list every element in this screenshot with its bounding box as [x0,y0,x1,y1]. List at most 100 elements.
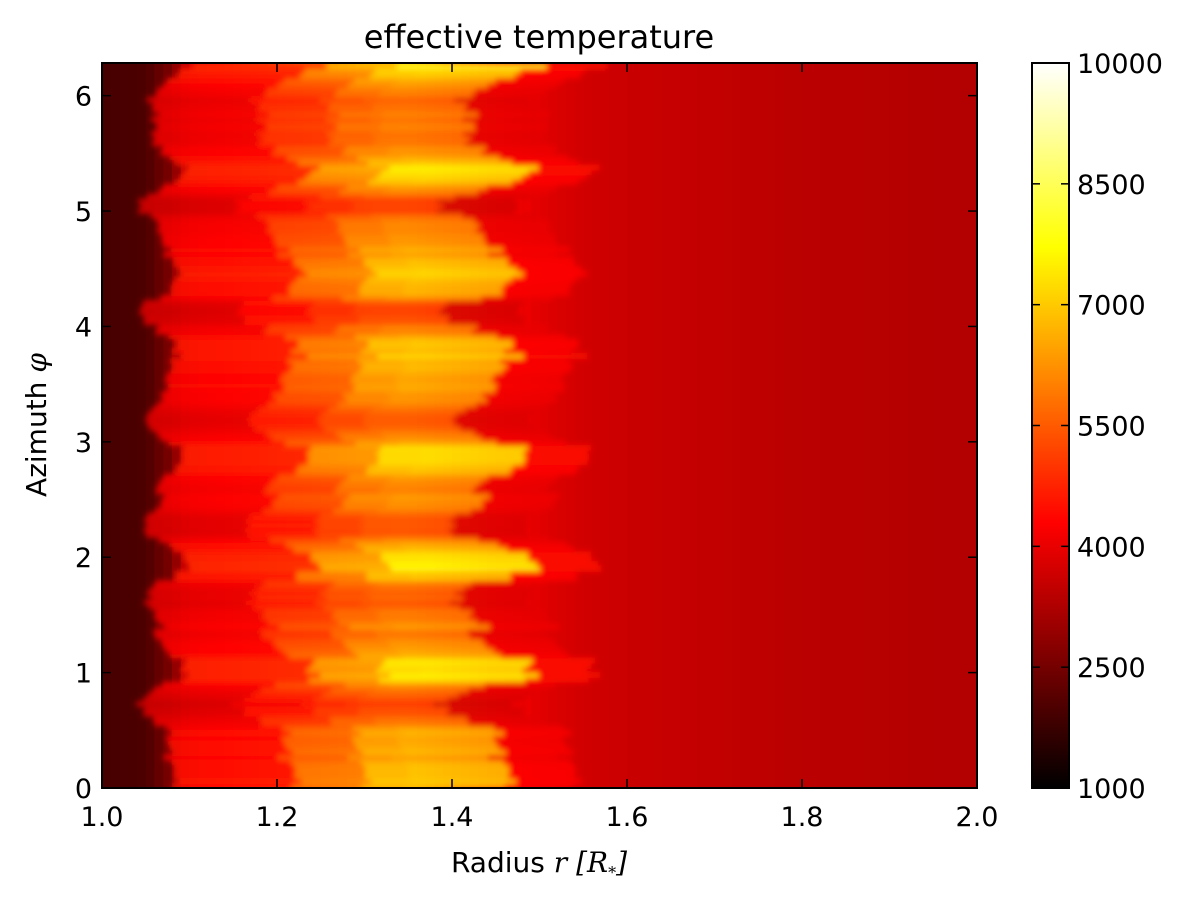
heatmap-finger [502,367,570,374]
heatmap-finger [532,657,595,664]
heatmap-finger [466,715,540,722]
heatmap-finger [151,594,257,601]
heatmap-finger [269,536,384,543]
heatmap-finger [173,546,294,553]
heatmap-finger [183,169,312,176]
heatmap-finger [276,241,391,248]
heatmap-finger [523,353,588,360]
heatmap-finger [326,594,463,601]
heatmap-finger [320,512,456,519]
heatmap-finger [314,657,429,664]
heatmap-finger [509,768,576,775]
heatmap-finger [345,681,485,688]
heatmap-finger [294,773,409,780]
heatmap-finger [315,705,449,712]
heatmap-finger [146,96,250,103]
heatmap-finger [321,565,436,572]
heatmap-finger [360,730,504,737]
heatmap-finger [151,116,257,123]
heatmap-finger [172,783,292,788]
heatmap-finger [472,488,545,495]
heatmap-finger [339,188,478,195]
heatmap-finger [249,96,364,103]
heatmap-finger [138,198,236,205]
heatmap-finger [503,348,572,355]
heatmap-band [898,63,908,788]
heatmap-finger [279,493,393,500]
heatmap-finger [474,125,547,132]
heatmap-finger [507,546,574,553]
x-axis: 1.0 1.2 1.4 1.6 1.8 2.0 [81,63,998,833]
heatmap-finger [352,734,494,741]
heatmap-finger [458,691,534,698]
heatmap-finger [354,739,496,746]
heatmap-finger [164,623,280,630]
heatmap-band [863,63,873,788]
heatmap-finger [174,469,297,476]
heatmap-finger [274,237,389,244]
heatmap-finger [337,401,477,408]
heatmap-finger [151,106,259,113]
heatmap-finger [318,531,453,538]
heatmap-finger [315,599,450,606]
heatmap-finger [481,435,553,442]
heatmap-finger [342,478,482,485]
heatmap-band [880,63,891,788]
heatmap-finger [289,246,404,253]
heatmap-finger [243,710,358,717]
heatmap-finger [374,67,521,74]
heatmap-band [837,63,847,788]
heatmap-band [915,63,926,788]
heatmap-finger [257,130,372,137]
heatmap-finger [283,386,398,393]
heatmap-finger [267,227,382,234]
heatmap-finger [261,614,376,621]
heatmap-finger [150,425,256,432]
heatmap-finger [305,198,437,205]
heatmap-finger [342,502,482,509]
heatmap-finger [272,435,386,442]
heatmap-finger [273,638,387,645]
heatmap-finger [313,710,448,717]
heatmap-finger [296,575,411,582]
heatmap-finger [486,396,557,403]
heatmap-finger [304,208,437,215]
heatmap-finger [295,768,410,775]
heatmap-band [740,63,751,788]
heatmap-finger [161,498,274,505]
heatmap-finger [324,604,460,611]
heatmap-finger [486,241,557,248]
heatmap-finger [160,435,273,442]
heatmap-finger [459,604,535,611]
heatmap-finger [177,72,300,79]
heatmap-finger [338,618,477,625]
heatmap-finger [181,449,308,456]
heatmap-finger [354,382,497,389]
heatmap-finger [368,179,513,186]
heatmap-finger [298,338,413,345]
heatmap-finger [319,96,455,103]
heatmap-finger [140,304,240,311]
heatmap-finger [175,179,299,186]
heatmap-finger [497,333,566,340]
heatmap-finger [493,725,563,732]
heatmap-finger [536,560,599,567]
heatmap-finger [528,662,592,669]
heatmap-band [854,63,865,788]
heatmap-finger [163,183,278,190]
heatmap-finger [175,159,298,166]
heatmap-finger [332,135,471,142]
heatmap-finger [169,154,288,161]
heatmap-finger [340,222,480,229]
heatmap-finger [362,749,506,756]
heatmap-finger [183,662,312,669]
heatmap-finger [346,643,487,650]
heatmap-finger [488,754,558,761]
heatmap-finger [527,444,591,451]
heatmap-finger [463,130,538,137]
heatmap-finger [449,517,526,524]
heatmap-finger [476,618,549,625]
heatmap-finger [307,353,422,360]
heatmap-finger [301,266,416,273]
heatmap-band [793,63,803,788]
